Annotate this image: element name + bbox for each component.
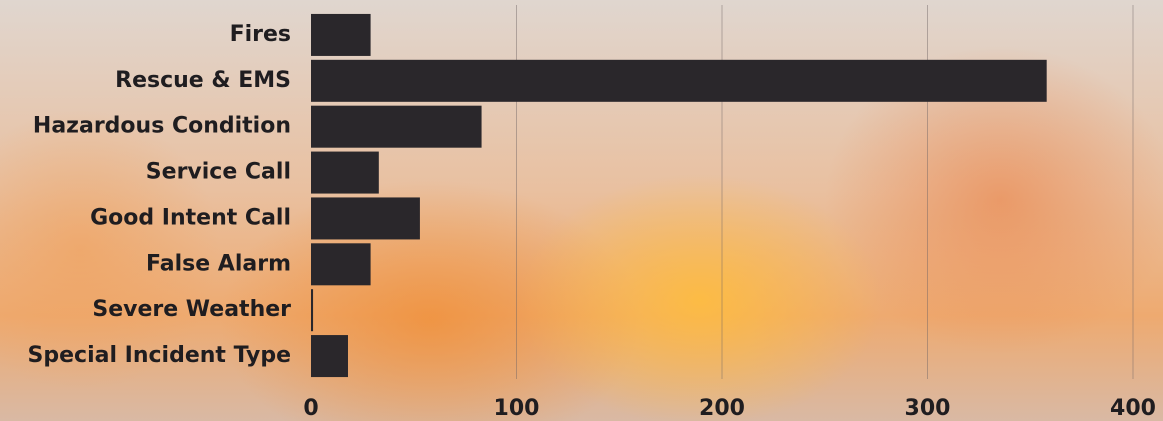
- y-tick-label: Rescue & EMS: [115, 68, 291, 93]
- y-tick-label: Severe Weather: [92, 297, 291, 322]
- y-tick-label: Special Incident Type: [28, 343, 291, 368]
- x-tick-label: 400: [1110, 396, 1156, 421]
- y-tick-label: Fires: [230, 22, 291, 47]
- y-tick-label: False Alarm: [146, 251, 291, 276]
- bar: [311, 59, 1047, 102]
- bar: [311, 335, 348, 378]
- bar: [311, 13, 371, 56]
- bar: [311, 105, 482, 148]
- x-tick-label: 100: [494, 396, 540, 421]
- x-tick-label: 0: [303, 396, 318, 421]
- bar: [311, 243, 371, 286]
- y-tick-label: Good Intent Call: [90, 205, 291, 230]
- x-tick-label: 200: [699, 396, 745, 421]
- y-tick-label: Hazardous Condition: [33, 114, 291, 139]
- y-tick-label: Service Call: [146, 160, 291, 185]
- bar: [311, 197, 420, 240]
- x-tick-label: 300: [905, 396, 951, 421]
- bar: [311, 289, 314, 332]
- bar: [311, 151, 379, 194]
